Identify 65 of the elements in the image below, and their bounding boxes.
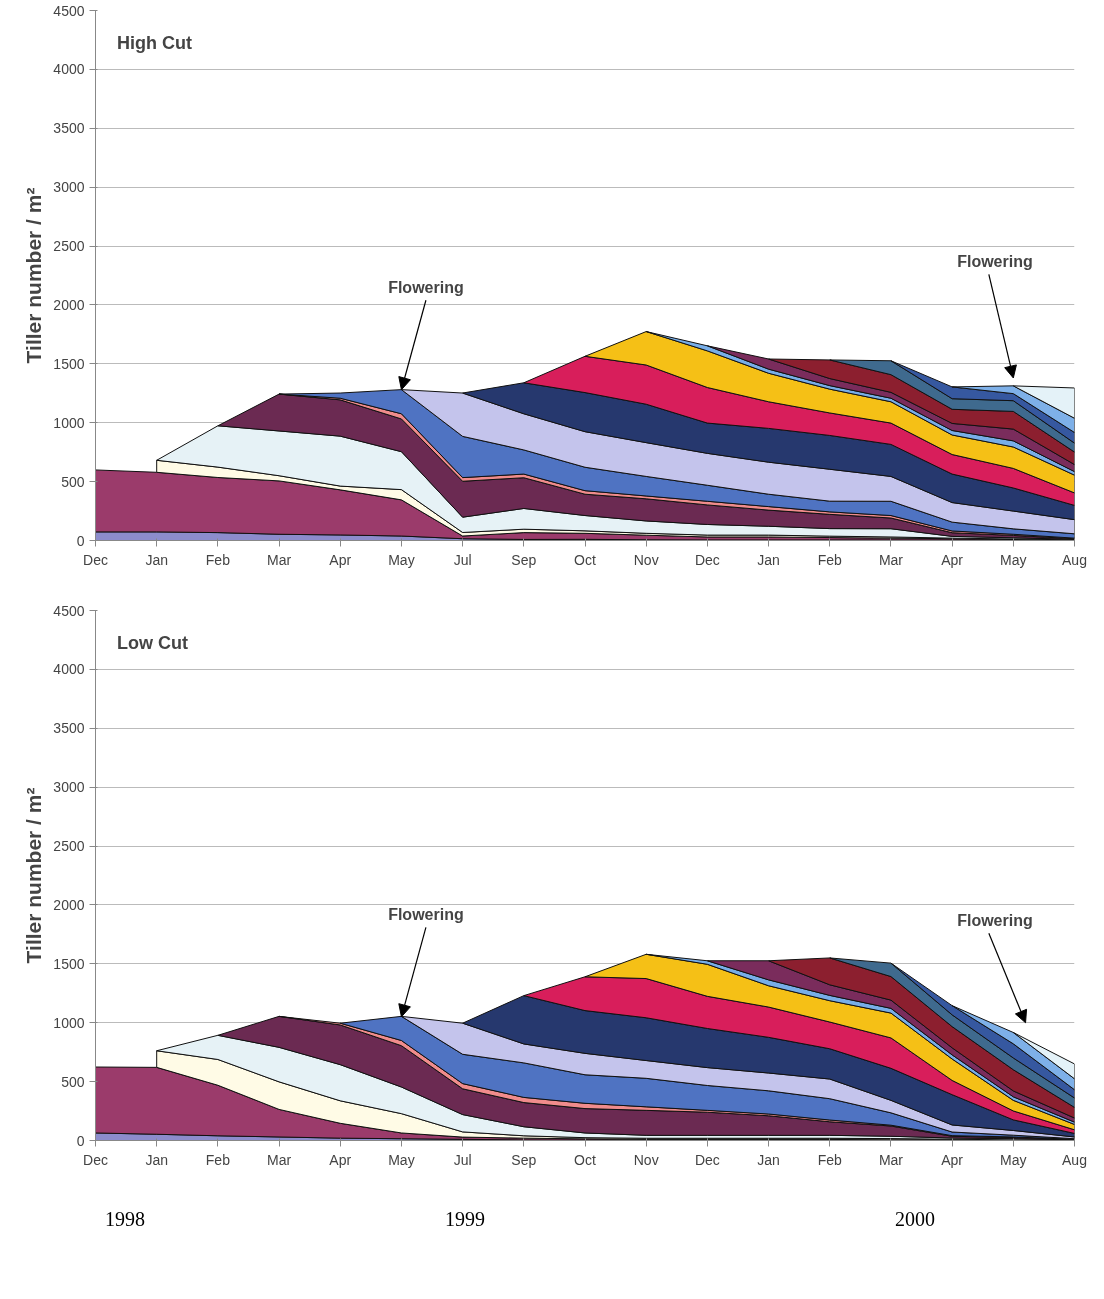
y-tick-label: 4000 (53, 61, 85, 78)
y-tick-label: 4500 (53, 602, 85, 619)
x-tick-label: May (1000, 551, 1027, 568)
y-tick-label: 1000 (53, 414, 85, 431)
y-tick-label: 4500 (53, 2, 85, 19)
x-tick-label: Feb (205, 551, 231, 568)
y-axis-title: Tiller number / m² (22, 187, 46, 364)
y-tick-label: 2000 (53, 296, 85, 313)
x-tick-label: Mar (267, 551, 292, 568)
y-tick-label: 1500 (53, 955, 85, 972)
y-axis-title: Tiller number / m² (22, 787, 46, 964)
x-tick-label: Feb (817, 551, 843, 568)
x-tick-label: Nov (633, 551, 659, 568)
x-tick-label: Apr (329, 551, 352, 568)
x-tick-label: Jan (145, 1151, 168, 1168)
x-tick-label: May (1000, 1151, 1027, 1168)
x-tick-label: Dec (694, 551, 720, 568)
x-tick-label: Mar (878, 551, 904, 568)
x-tick-label: Dec (83, 1151, 108, 1168)
x-tick-label: Nov (633, 1151, 659, 1168)
x-tick-label: Aug (1062, 1151, 1087, 1168)
annotation: Flowering (388, 905, 464, 923)
x-tick-label: Dec (83, 551, 108, 568)
x-tick-label: Apr (941, 551, 964, 568)
x-tick-label: Jul (453, 1151, 472, 1168)
x-tick-label: May (388, 551, 415, 568)
y-tick-label: 3500 (53, 120, 85, 137)
x-tick-label: Jan (757, 1151, 780, 1168)
text: 1999 (445, 1207, 485, 1232)
y-tick-label: 500 (61, 1073, 85, 1090)
y-tick-label: 2000 (53, 896, 85, 913)
annotation: Flowering (388, 278, 464, 296)
y-tick-label: 500 (61, 473, 85, 490)
x-tick-label: Apr (329, 1151, 352, 1168)
y-tick-label: 2500 (53, 838, 85, 855)
x-tick-label: Feb (205, 1151, 231, 1168)
y-tick-label: 3500 (53, 720, 85, 737)
x-tick-label: Dec (694, 1151, 720, 1168)
x-tick-label: Mar (267, 1151, 292, 1168)
x-tick-label: Feb (817, 1151, 843, 1168)
text: 1998 (105, 1207, 145, 1232)
text: Low Cut (116, 632, 188, 653)
y-tick-label: 3000 (53, 779, 85, 796)
x-tick-label: Oct (574, 551, 596, 568)
text: 2000 (895, 1207, 935, 1232)
x-tick-label: Sep (511, 1151, 537, 1168)
annotation: Flowering (957, 911, 1033, 929)
x-tick-label: Jan (145, 551, 168, 568)
y-tick-label: 4000 (53, 661, 85, 678)
x-tick-label: Sep (511, 551, 537, 568)
x-tick-label: Jan (757, 551, 780, 568)
annotation: Flowering (957, 252, 1033, 270)
x-tick-label: Jul (453, 551, 472, 568)
x-tick-label: May (388, 1151, 415, 1168)
x-tick-label: Oct (574, 1151, 596, 1168)
y-tick-label: 3000 (53, 179, 85, 196)
x-tick-label: Aug (1062, 551, 1087, 568)
y-tick-label: 2500 (53, 238, 85, 255)
text: High Cut (116, 32, 192, 53)
y-tick-label: 0 (76, 1132, 85, 1149)
x-tick-label: Mar (878, 1151, 904, 1168)
y-tick-label: 0 (76, 532, 85, 549)
y-tick-label: 1500 (53, 355, 85, 372)
y-tick-label: 1000 (53, 1014, 85, 1031)
x-tick-label: Apr (941, 1151, 964, 1168)
